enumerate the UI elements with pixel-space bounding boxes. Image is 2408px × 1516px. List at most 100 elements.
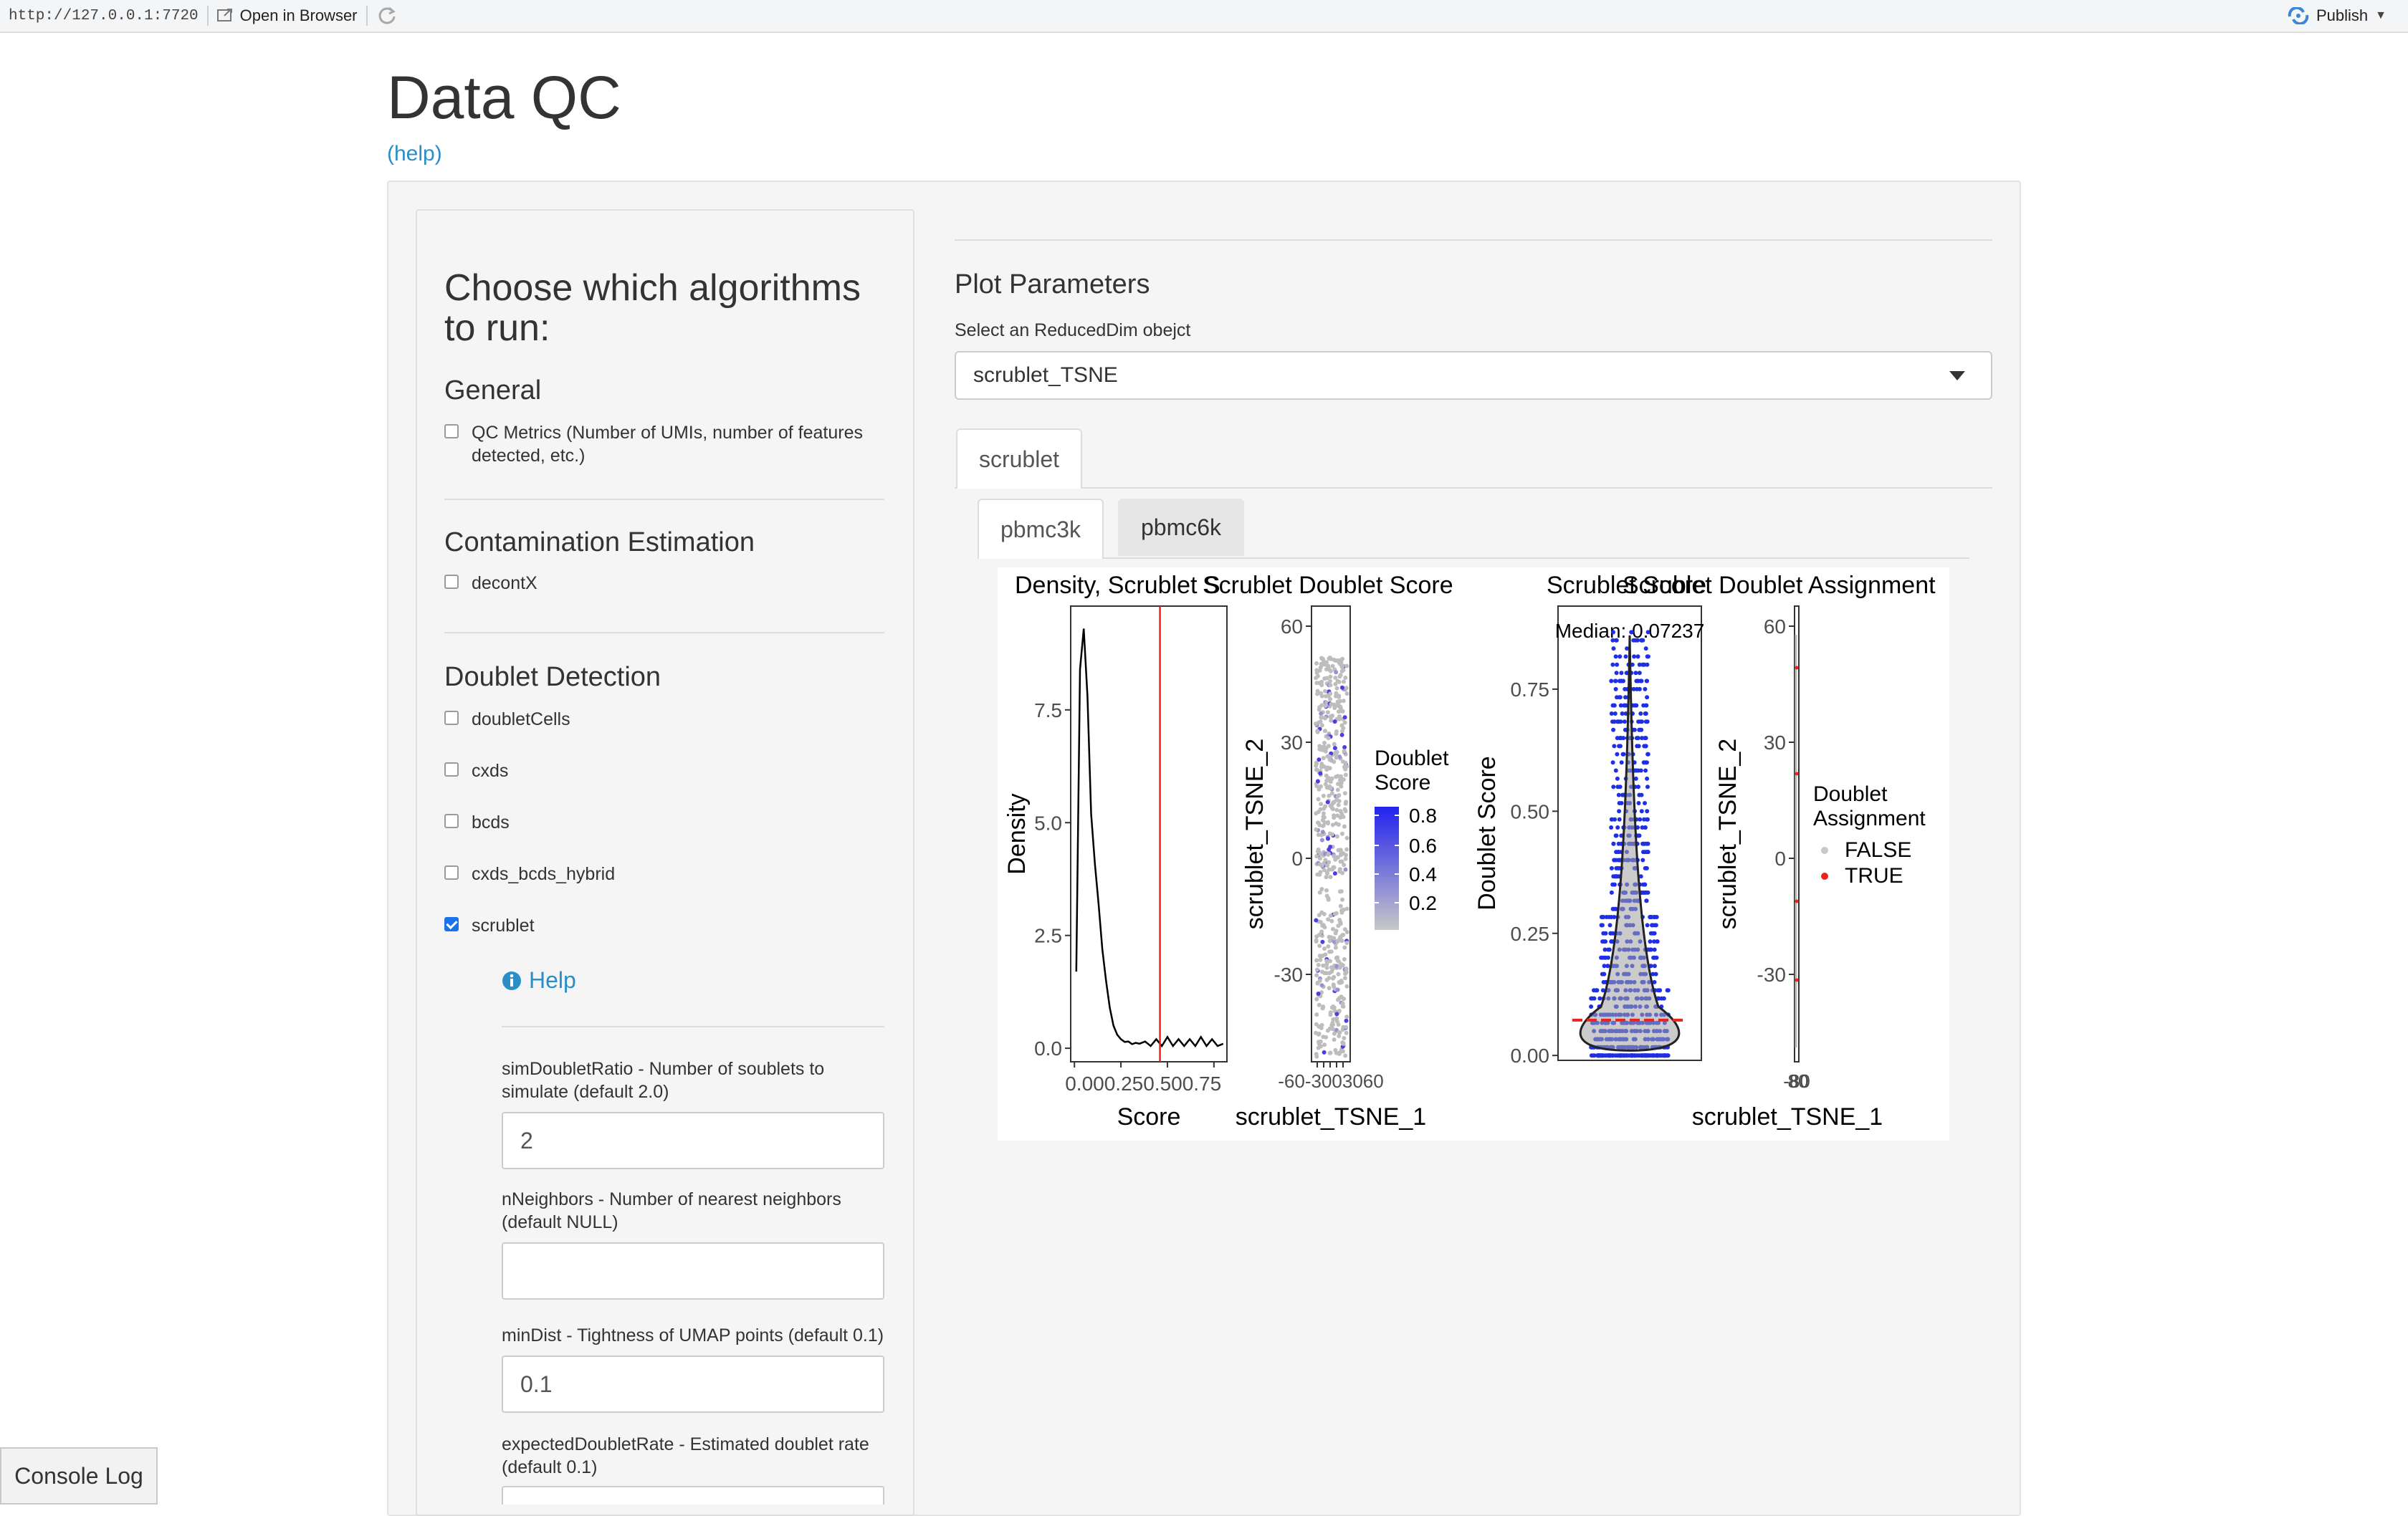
violin-point — [1631, 686, 1636, 691]
score-point — [1314, 997, 1319, 1002]
score-point — [1315, 779, 1320, 784]
checkbox-box[interactable] — [444, 424, 459, 438]
mindist-input[interactable]: 0.1 — [502, 1356, 884, 1413]
violin-point — [1640, 825, 1645, 830]
score-point — [1340, 709, 1345, 714]
checkbox-box[interactable] — [444, 917, 459, 931]
score-point — [1326, 744, 1331, 749]
score-point — [1344, 984, 1349, 989]
score-point — [1323, 729, 1327, 734]
y-axis-title: Density — [1003, 793, 1031, 874]
checkbox-cxds-bcds-hybrid[interactable]: cxds_bcds_hybrid — [444, 863, 615, 886]
score-point — [1329, 832, 1334, 837]
score-point — [1314, 1054, 1319, 1059]
score-point — [1317, 890, 1322, 895]
tab-pbmc3k[interactable]: pbmc3k — [978, 499, 1104, 559]
violin-point — [1613, 686, 1618, 691]
checkbox-cxds[interactable]: cxds — [444, 759, 508, 782]
violin-point — [1611, 785, 1616, 790]
violin-point — [1619, 671, 1624, 676]
violin-point — [1640, 736, 1644, 741]
score-point — [1321, 793, 1326, 798]
score-point — [1319, 714, 1324, 719]
score-point — [1332, 719, 1337, 724]
simdoubletratio-input[interactable]: 2 — [502, 1112, 884, 1169]
help-link[interactable]: (help) — [387, 142, 442, 165]
score-point — [1323, 858, 1328, 863]
violin-point — [1645, 662, 1650, 667]
tab-label: pbmc3k — [1000, 516, 1081, 542]
score-point — [1317, 856, 1322, 861]
score-point — [1317, 872, 1322, 877]
plot-frame — [1070, 605, 1228, 1062]
score-point — [1322, 659, 1327, 664]
publish-button[interactable]: Publish ▼ — [2288, 0, 2386, 32]
tab-scrublet[interactable]: scrublet — [956, 428, 1082, 489]
violin-point — [1621, 678, 1625, 683]
expecteddoubletrate-input[interactable] — [502, 1486, 884, 1505]
checkbox-label: cxds_bcds_hybrid — [472, 864, 616, 884]
violin-point — [1645, 654, 1650, 659]
chevron-down-icon: ▼ — [2375, 9, 2386, 21]
console-log-button[interactable]: Console Log — [0, 1447, 158, 1505]
violin-point — [1597, 996, 1602, 1001]
violin-point — [1645, 630, 1650, 635]
tab-pbmc6k[interactable]: pbmc6k — [1118, 499, 1244, 556]
score-point — [1337, 793, 1342, 797]
score-point — [1334, 797, 1339, 802]
checkbox-decontx[interactable]: decontX — [444, 572, 538, 595]
violin-point — [1643, 768, 1648, 773]
nneighbors-input[interactable] — [502, 1242, 884, 1300]
score-point — [1315, 820, 1320, 825]
violin-point — [1612, 703, 1617, 708]
score-point — [1317, 787, 1322, 792]
score-point — [1327, 959, 1332, 964]
checkbox-bcds[interactable]: bcds — [444, 811, 510, 834]
publish-label: Publish — [2316, 6, 2369, 24]
score-point — [1344, 835, 1349, 840]
violin-point — [1645, 850, 1650, 855]
checkbox-box[interactable] — [444, 762, 459, 777]
score-point — [1315, 980, 1320, 985]
violin-point — [1613, 833, 1618, 838]
score-point — [1319, 711, 1324, 716]
checkbox-qc-metrics[interactable]: QC Metrics (Number of UMIs, number of fe… — [444, 421, 884, 467]
score-point — [1338, 920, 1343, 925]
score-point — [1320, 969, 1324, 974]
score-point — [1334, 807, 1339, 812]
violin-point — [1622, 719, 1627, 724]
violin-point — [1653, 923, 1658, 928]
score-point — [1316, 962, 1321, 967]
violin-point — [1661, 996, 1666, 1001]
refresh-icon[interactable] — [376, 5, 398, 27]
checkbox-box[interactable] — [444, 575, 459, 589]
violin-point — [1638, 768, 1643, 773]
violin-point — [1601, 979, 1606, 984]
section-title-contamination: Contamination Estimation — [444, 527, 755, 557]
reduceddim-select[interactable]: scrublet_TSNE — [955, 351, 1992, 400]
violin-point — [1652, 979, 1657, 984]
legend-title: Doublet — [1813, 782, 1888, 806]
score-point — [1324, 1035, 1329, 1040]
violin-point — [1615, 736, 1620, 741]
score-point — [1334, 956, 1339, 960]
violin-point — [1636, 744, 1641, 749]
score-point — [1321, 815, 1326, 819]
open-in-browser-button[interactable]: Open in Browser — [216, 6, 358, 25]
violin-point — [1643, 686, 1648, 691]
checkbox-box[interactable] — [444, 814, 459, 828]
scrublet-help-link[interactable]: Help — [502, 967, 576, 994]
violin-point — [1645, 695, 1650, 700]
checkbox-scrublet[interactable]: scrublet — [444, 914, 535, 937]
score-point — [1335, 997, 1340, 1002]
score-point — [1337, 867, 1342, 872]
true-point — [1795, 899, 1799, 903]
score-point — [1337, 714, 1342, 719]
checkbox-box[interactable] — [444, 865, 459, 880]
violin-point — [1609, 817, 1614, 822]
checkbox-box[interactable] — [444, 711, 459, 725]
violin-point — [1613, 654, 1618, 659]
checkbox-doubletcells[interactable]: doubletCells — [444, 708, 570, 731]
violin-point — [1611, 630, 1615, 635]
violin-point — [1612, 719, 1617, 724]
